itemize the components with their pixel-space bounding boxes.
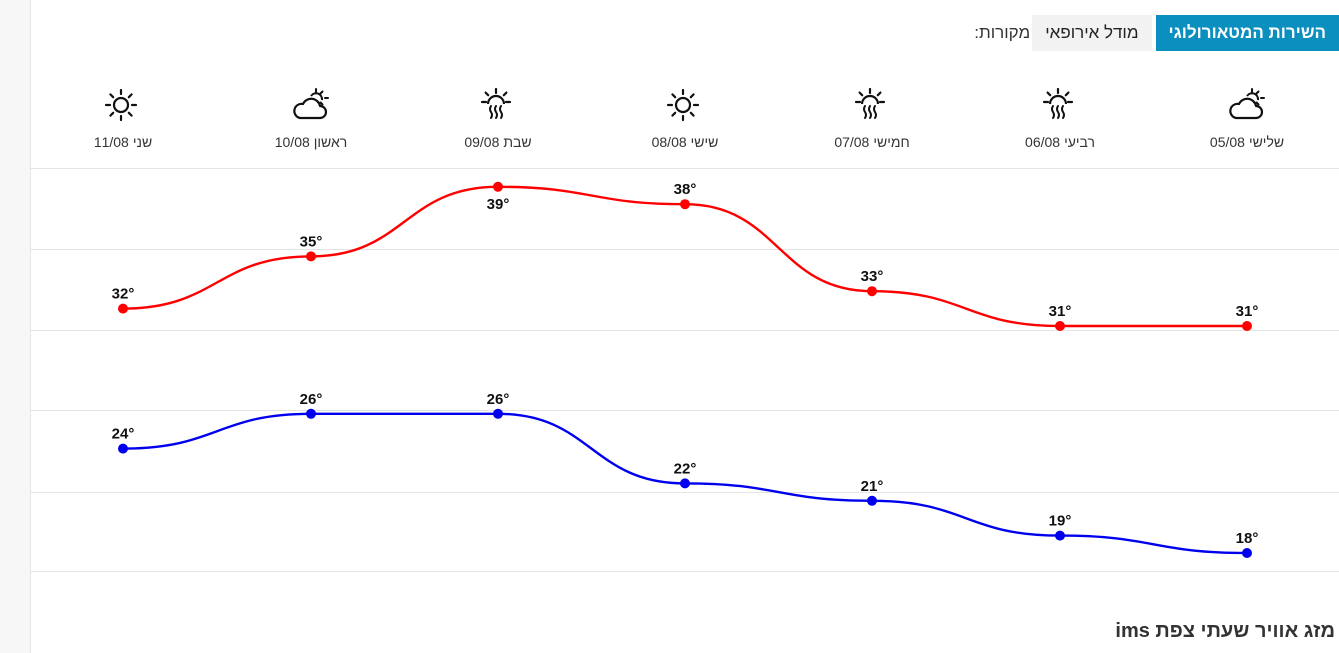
forecast-day-label: שני11/08 [48, 134, 198, 150]
forecast-day-label: שלישי05/08 [1172, 134, 1322, 150]
partly-cloudy-icon [236, 88, 386, 122]
day-name: שני [132, 134, 153, 150]
day-name: ראשון [313, 134, 348, 150]
day-date: 07/08 [834, 134, 870, 150]
sources-selector: מקורות: מודל אירופאי השירות המטאורולוגי [966, 14, 1339, 52]
left-sidebar-strip [0, 0, 31, 653]
max-temp-label: 31° [1049, 303, 1072, 320]
max-temp-point[interactable] [306, 251, 316, 262]
min-temp-point[interactable] [306, 408, 316, 419]
forecast-day-label: שבת09/08 [423, 134, 573, 150]
max-temp-label: 39° [487, 196, 510, 213]
max-temp-label: 33° [861, 268, 884, 285]
day-name: רביעי [1064, 134, 1095, 150]
min-temp-label: 24° [112, 426, 135, 443]
forecast-day-label: שישי08/08 [610, 134, 760, 150]
max-temp-label: 31° [1236, 303, 1259, 320]
source-ims-button[interactable]: השירות המטאורולוגי [1155, 15, 1339, 51]
min-temp-point[interactable] [1055, 530, 1065, 541]
max-temp-point[interactable] [493, 181, 503, 192]
min-temp-label: 22° [674, 460, 697, 477]
max-temp-label: 32° [112, 286, 135, 303]
forecast-day-label: ראשון10/08 [236, 134, 386, 150]
grid-line [30, 410, 1339, 411]
min-temp-point[interactable] [680, 478, 690, 489]
min-temp-label: 26° [300, 391, 323, 408]
day-name: שלישי [1248, 134, 1285, 150]
grid-line [30, 168, 1339, 169]
day-name: שישי [690, 134, 719, 150]
min-temp-point[interactable] [867, 495, 877, 506]
day-name: חמישי [873, 134, 910, 150]
max-temp-point[interactable] [1242, 321, 1252, 331]
sources-label: מקורות: [974, 23, 1031, 42]
forecast-day[interactable]: ראשון10/08 [236, 88, 386, 150]
forecast-day[interactable]: רביעי06/08 [985, 88, 1135, 150]
forecast-day[interactable]: שבת09/08 [423, 88, 573, 150]
grid-line [30, 330, 1339, 331]
hazy-hot-icon [797, 88, 947, 122]
day-date: 08/08 [651, 134, 687, 150]
day-date: 10/08 [274, 134, 310, 150]
grid-line [30, 249, 1339, 250]
min-temp-label: 21° [861, 478, 884, 495]
hourly-forecast-heading: מזג אוויר שעתי צפת ims [1115, 620, 1335, 642]
max-temp-point[interactable] [680, 199, 690, 210]
max-temp-point[interactable] [118, 303, 128, 314]
min-temp-label: 19° [1049, 513, 1072, 530]
day-date: 05/08 [1209, 134, 1245, 150]
forecast-day[interactable]: שלישי05/08 [1172, 88, 1322, 150]
max-temp-point[interactable] [867, 286, 877, 297]
min-temp-point[interactable] [118, 443, 128, 454]
partly-cloudy-icon [1172, 88, 1322, 122]
hazy-hot-icon [423, 88, 573, 122]
max-temp-point[interactable] [1055, 321, 1065, 331]
source-european-model-button[interactable]: מודל אירופאי [1032, 15, 1152, 51]
min-temp-label: 26° [487, 391, 510, 408]
grid-line [30, 571, 1339, 572]
day-name: שבת [503, 134, 532, 150]
min-temp-label: 18° [1236, 530, 1259, 547]
max-temp-label: 35° [300, 233, 323, 250]
min-temp-point[interactable] [493, 408, 503, 419]
day-date: 09/08 [464, 134, 500, 150]
min-temp-point[interactable] [1242, 548, 1252, 558]
forecast-day[interactable]: שני11/08 [48, 88, 198, 150]
forecast-day-label: רביעי06/08 [985, 134, 1135, 150]
day-date: 06/08 [1025, 134, 1061, 150]
sun-icon [610, 88, 760, 122]
grid-line [30, 492, 1339, 493]
sun-icon [48, 88, 198, 122]
max-temp-label: 38° [674, 181, 697, 198]
forecast-day-label: חמישי07/08 [797, 134, 947, 150]
day-date: 11/08 [93, 134, 129, 150]
hazy-hot-icon [985, 88, 1135, 122]
forecast-day[interactable]: חמישי07/08 [797, 88, 947, 150]
forecast-day[interactable]: שישי08/08 [610, 88, 760, 150]
